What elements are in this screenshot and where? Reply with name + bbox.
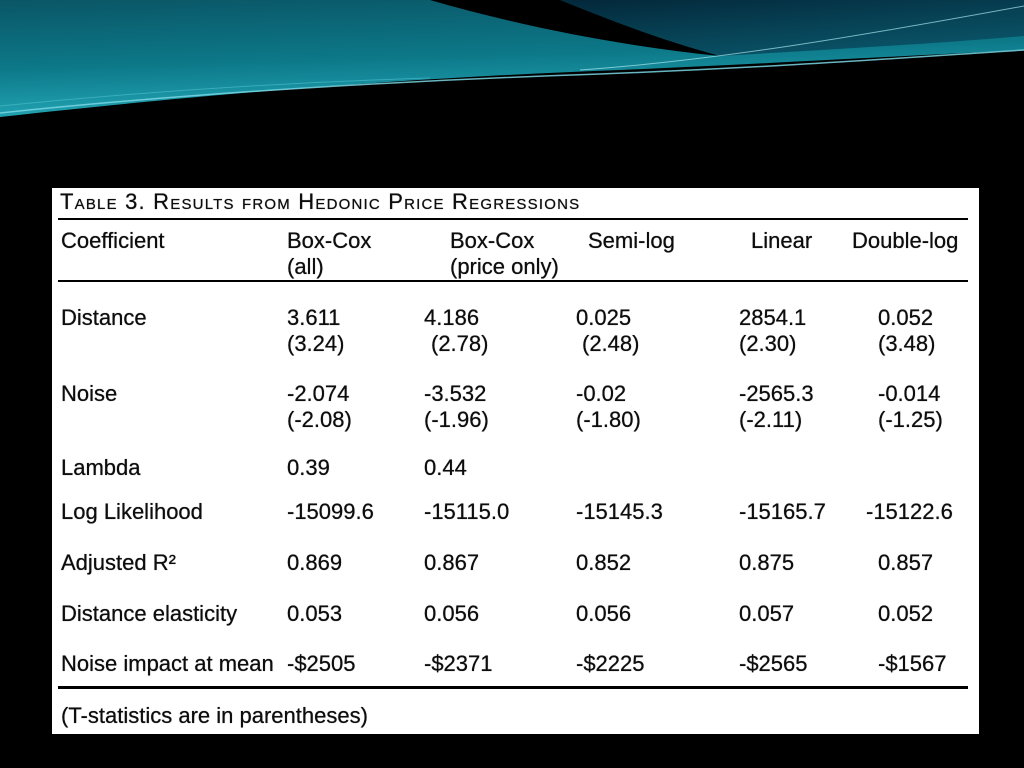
distance-t-stat-double-log: (3.48) [878,331,936,356]
row-label: Log Likelihood [61,499,203,524]
log-likelihood-value-semi-log: -15145.3 [576,499,663,524]
adjusted-r2-value-box-cox-all: 0.869 [287,550,343,575]
lambda-value-box-cox-price-only: 0.44 [424,455,467,480]
adjusted-r2-value-double-log: 0.857 [878,550,934,575]
distance-value-semi-log: 0.025 [576,305,632,330]
header-box-cox-all: Box-Cox [287,228,372,253]
adjusted-r2-value-semi-log: 0.852 [576,550,632,575]
noise-impact-value-box-cox-all: -$2505 [287,651,356,676]
noise-impact-value-box-cox-price-only: -$2371 [424,651,493,676]
table-bottom-rule [58,686,968,689]
distance-value-double-log: 0.052 [878,305,934,330]
log-likelihood-value-box-cox-price-only: -15115.0 [424,499,510,524]
table-top-rule [58,218,968,220]
noise-impact-value-linear: -$2565 [739,651,808,676]
header-double-log: Double-log [852,228,959,253]
header-box-cox-all-sublabel: (all) [287,254,324,279]
distance-value-box-cox-all: 3.611 [287,305,341,330]
distance-elasticity-value-semi-log: 0.056 [576,601,632,626]
wave-highlight-line [579,5,1024,71]
distance-elasticity-value-box-cox-price-only: 0.056 [424,601,480,626]
distance-t-stat-semi-log: (2.48) [582,331,640,356]
header-box-cox-price-only-sublabel: (price only) [450,254,559,279]
wave-highlight-line [0,77,431,107]
table-title: Table 3. Results from Hedonic Price Regr… [60,189,581,214]
table-header-rule [58,280,968,282]
noise-value-box-cox-all: -2.074 [287,381,350,406]
header-box-cox-price-only: Box-Cox [450,228,535,253]
distance-elasticity-value-double-log: 0.052 [878,601,934,626]
header-linear: Linear [751,228,813,253]
distance-value-linear: 2854.1 [739,305,807,330]
noise-t-stat-double-log: (-1.25) [878,407,943,432]
row-label: Noise impact at mean [61,651,274,676]
distance-elasticity-value-box-cox-all: 0.053 [287,601,343,626]
table-footnote: (T-statistics are in parentheses) [61,703,368,728]
log-likelihood-value-double-log: -15122.6 [866,499,953,524]
row-label: Distance elasticity [61,601,238,626]
row-label: Adjusted R² [61,550,176,575]
wave-highlight-line [0,49,1024,114]
results-table-panel: Table 3. Results from Hedonic Price Regr… [52,188,979,734]
header-semi-log: Semi-log [588,228,675,253]
noise-t-stat-semi-log: (-1.80) [576,407,641,432]
noise-value-box-cox-price-only: -3.532 [424,381,487,406]
distance-elasticity-value-linear: 0.057 [739,601,795,626]
row-label: Noise [61,381,118,406]
noise-t-stat-box-cox-all: (-2.08) [287,407,352,432]
log-likelihood-value-box-cox-all: -15099.6 [287,499,374,524]
row-label: Distance [61,305,147,330]
distance-t-stat-linear: (2.30) [739,331,797,356]
header-coefficient: Coefficient [61,228,165,253]
noise-t-stat-linear: (-2.11) [739,407,803,432]
log-likelihood-value-linear: -15165.7 [739,499,826,524]
black-swoosh [430,0,720,56]
row-label: Lambda [61,455,141,480]
adjusted-r2-value-linear: 0.875 [739,550,795,575]
noise-value-linear: -2565.3 [739,381,814,406]
noise-value-double-log: -0.014 [878,381,941,406]
distance-value-box-cox-price-only: 4.186 [424,305,480,330]
navy-wave-corner [560,0,1024,56]
header-wave-decoration [0,0,1024,117]
noise-impact-value-double-log: -$1567 [878,651,947,676]
noise-impact-value-semi-log: -$2225 [576,651,645,676]
noise-t-stat-box-cox-price-only: (-1.96) [424,407,489,432]
distance-t-stat-box-cox-all: (3.24) [287,331,345,356]
adjusted-r2-value-box-cox-price-only: 0.867 [424,550,480,575]
lambda-value-box-cox-all: 0.39 [287,455,330,480]
distance-t-stat-box-cox-price-only: (2.78) [431,331,489,356]
noise-value-semi-log: -0.02 [576,381,627,406]
